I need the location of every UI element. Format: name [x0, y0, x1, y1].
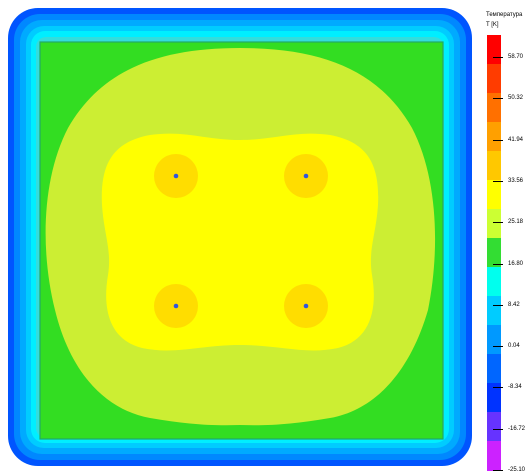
- legend-swatch: [487, 122, 501, 152]
- heater-points: [154, 154, 328, 328]
- legend-swatch: [487, 267, 501, 297]
- legend-color-scale: [487, 35, 501, 471]
- legend-swatch: [487, 296, 501, 326]
- legend-tick-label: 0.04: [508, 343, 520, 350]
- legend-tick-mark: [493, 470, 503, 471]
- legend-tick-mark: [493, 222, 503, 224]
- legend-swatch: [487, 383, 501, 413]
- legend-tick-mark: [493, 57, 503, 58]
- legend-tick-mark: [493, 346, 503, 348]
- legend-tick-label: 58.70: [508, 54, 524, 60]
- high-temperature-zone: [101, 133, 379, 351]
- color-legend: Температура T [K] 58.70 50.32 41.94 33.56 25…: [480, 0, 530, 473]
- legend-swatch: [487, 93, 501, 123]
- heater-point: [303, 173, 309, 179]
- temperature-field-plot: [8, 8, 472, 466]
- legend-tick-label: 25.18: [508, 219, 524, 226]
- legend-swatch: [487, 354, 501, 384]
- legend-swatch: [487, 209, 501, 239]
- legend-swatch: [487, 238, 501, 268]
- legend-tick-mark: [493, 387, 503, 389]
- legend-tick-mark: [493, 98, 503, 100]
- legend-tick-mark: [493, 263, 503, 265]
- legend-tick-mark: [493, 139, 503, 141]
- heater-point: [173, 173, 179, 179]
- heater-point: [303, 303, 309, 309]
- legend-tick-mark: [493, 428, 503, 430]
- legend-swatch: [487, 325, 501, 355]
- legend-tick-label: -8.34: [508, 384, 522, 391]
- legend-tick-label: 50.32: [508, 95, 524, 102]
- legend-tick-label: 41.94: [508, 136, 524, 143]
- legend-swatch: [487, 35, 501, 65]
- legend-tick-label: 8.42: [508, 301, 520, 308]
- legend-unit: T [K]: [486, 22, 499, 28]
- legend-swatch: [487, 180, 501, 210]
- domain-boundary-frame: [39, 41, 444, 440]
- legend-tick-label: 16.80: [508, 260, 524, 267]
- heater-point: [173, 303, 179, 309]
- legend-tick-mark: [493, 180, 503, 182]
- legend-title: Температура: [486, 12, 523, 18]
- legend-swatch: [487, 412, 501, 442]
- legend-tick-label: -16.72: [508, 425, 526, 432]
- legend-tick-label: 33.56: [508, 177, 524, 184]
- legend-swatch: [487, 64, 501, 94]
- legend-swatch: [487, 441, 501, 471]
- legend-tick-label: -25.10: [508, 467, 526, 473]
- legend-tick-mark: [493, 304, 503, 306]
- legend-swatch: [487, 151, 501, 181]
